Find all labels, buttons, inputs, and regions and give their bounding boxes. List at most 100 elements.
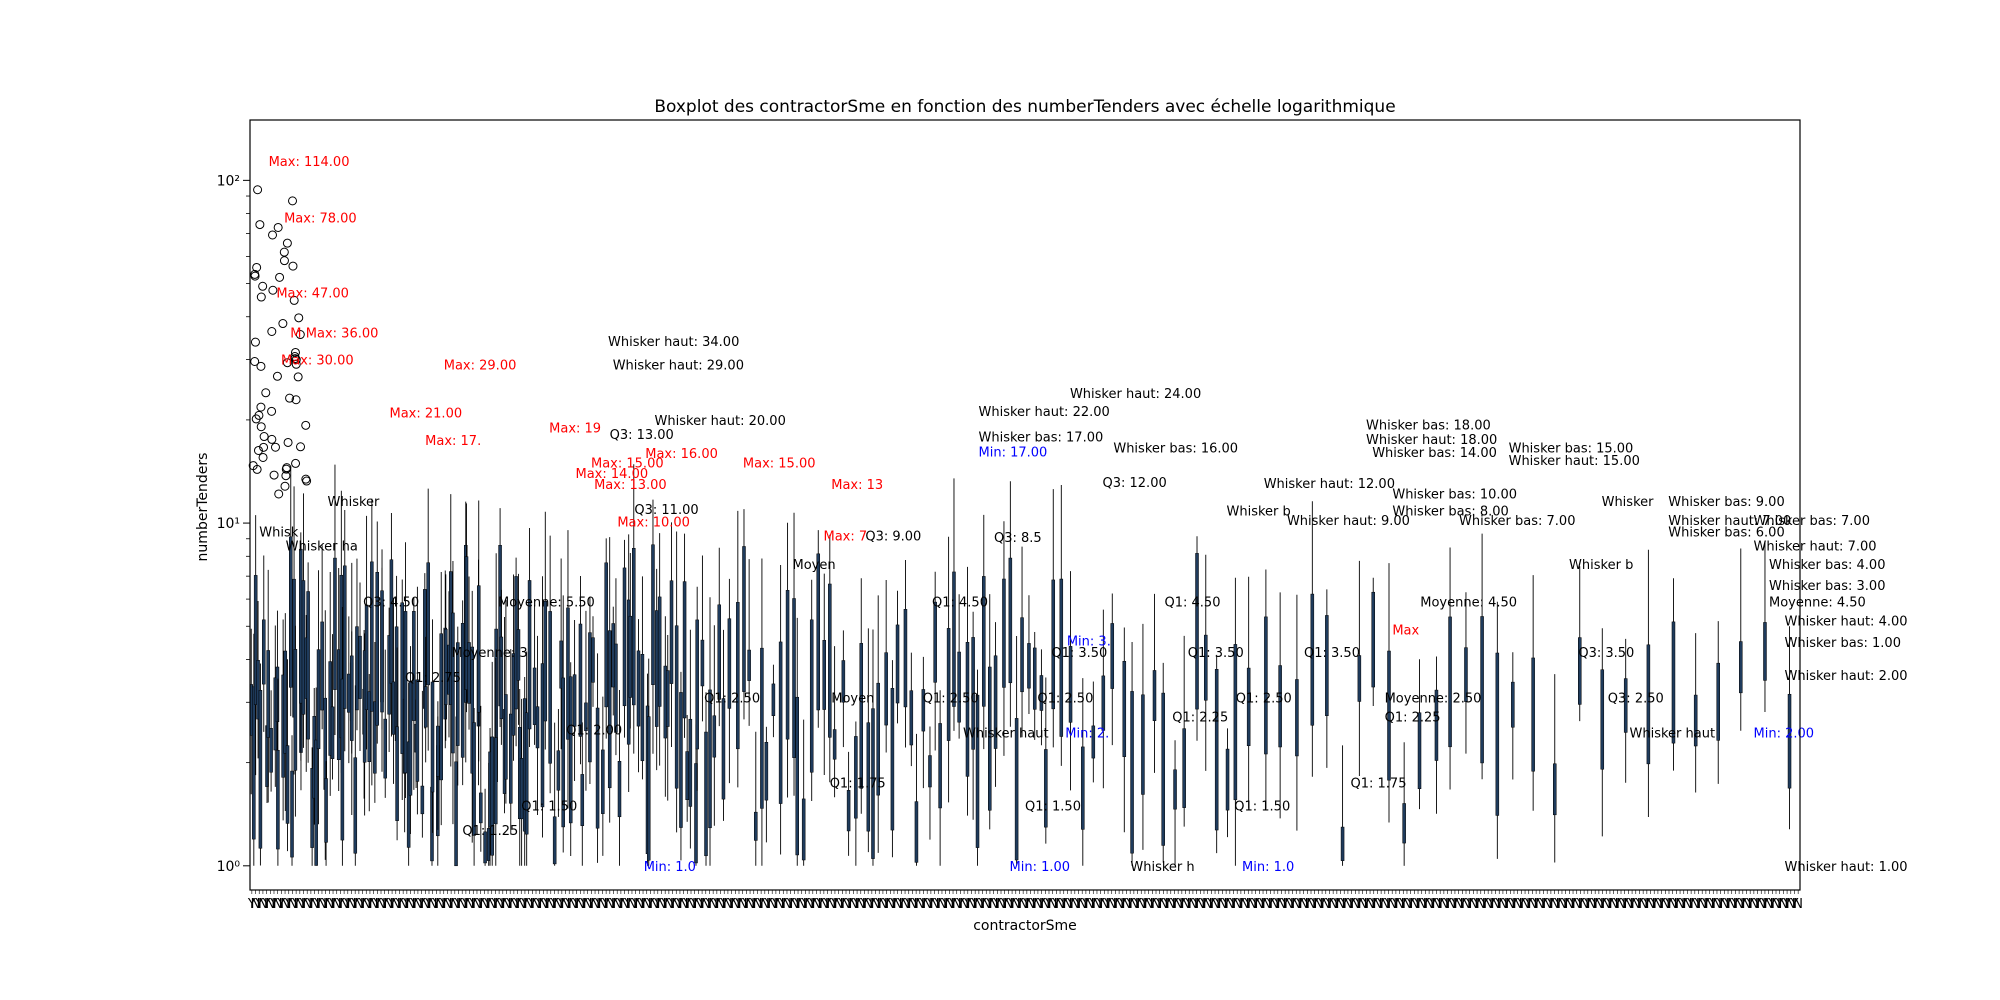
x-tick-label: Y [579,897,588,912]
box-body [535,706,540,749]
x-tick-label: N [1638,897,1648,912]
box-body [347,673,351,713]
annotation-label: Whisker haut: 29.00 [613,359,744,374]
annotation-label: Max: 21.00 [390,407,463,422]
box-body [1511,681,1515,728]
x-tick-label: Y [1184,897,1193,912]
x-tick-label: N [797,897,807,912]
x-tick-label: Y [586,897,595,912]
x-tick-label: Y [335,897,344,912]
annotation-label: Whisker haut: 1.00 [1785,860,1908,875]
x-tick-label: N [539,897,549,912]
annotation-label: Whisker haut: 2.00 [1785,669,1908,684]
x-tick-label: N [900,897,910,912]
annotation-label: Q3: 3.50 [1578,646,1634,661]
x-tick-label: Y [874,897,883,912]
x-tick-label: N [1579,897,1589,912]
box-body [1671,621,1676,744]
y-tick-label: 10⁰ [217,859,241,875]
x-tick-label: N [1085,897,1095,912]
x-tick-label: N [1675,897,1685,912]
x-tick-label: Y [247,897,256,912]
x-tick-label: N [1483,897,1493,912]
x-tick-label: N [1055,897,1065,912]
x-tick-label: Y [527,897,536,912]
x-tick-label: N [1705,897,1715,912]
x-tick-label: Y [1775,897,1784,912]
x-tick-label: Y [1657,897,1666,912]
x-tick-label: N [1646,897,1656,912]
box-body [1295,679,1299,757]
annotation-label: Q3: 2.50 [1608,691,1664,706]
x-tick-label: N [502,897,512,912]
outlier-point [254,410,264,420]
annotation-label: Q1: 2.50 [1037,691,1093,706]
x-tick-label: N [273,897,283,912]
annotation-label: Max: 10.00 [617,516,690,531]
x-tick-label: N [856,897,866,912]
box-body [607,630,612,789]
box-body [394,626,399,741]
x-tick-label: N [1513,897,1523,912]
box-body [479,792,483,824]
x-tick-label: Y [291,897,300,912]
x-tick-label: N [1395,897,1405,912]
box-body [578,623,583,737]
box-body [1204,634,1208,701]
box-body [391,681,396,735]
x-tick-label: Y [1229,897,1238,912]
annotation-label: Max: 7 [824,529,868,544]
box-body [841,660,846,703]
x-tick-label: N [723,897,733,912]
box-body [721,698,726,800]
box-body [1531,657,1535,772]
plot-content [248,185,1792,867]
x-tick-label: N [1793,897,1803,912]
x-tick-label: Y [1583,897,1592,912]
x-tick-label: N [1373,897,1383,912]
annotation-label: Q1: 4.50 [932,596,988,611]
x-tick-label: N [324,897,334,912]
x-tick-label: N [1697,897,1707,912]
x-tick-label: N [841,897,851,912]
box-body [617,760,622,818]
annotation-label: Moyenne: 2.50 [1385,691,1482,706]
x-tick-label: Y [970,897,979,912]
outlier-point [253,185,263,195]
outlier-point [294,313,304,323]
x-tick-label: Y [446,897,455,912]
annotation-label: Q1: 2.50 [1236,691,1292,706]
x-tick-label: Y [1694,897,1703,912]
annotation-label: Q1: 3.50 [1051,646,1107,661]
x-tick-label: N [1240,897,1250,912]
annotation-label: Whisker haut: 34.00 [608,335,739,350]
x-tick-label: N [1225,897,1235,912]
x-tick-label: Y [1221,897,1230,912]
x-tick-label: Y [963,897,972,912]
x-tick-label: Y [1354,897,1363,912]
box-body [454,761,458,867]
x-tick-label: Y [254,897,263,912]
x-tick-label: Y [926,897,935,912]
x-tick-label: N [1173,897,1183,912]
annotation-label: Whisk [259,526,298,541]
x-tick-label: Y [1428,897,1437,912]
box-body [552,816,557,865]
outlier-point [301,420,311,430]
box-body [795,696,799,856]
annotation-label: Q1: 2.75 [405,671,461,686]
x-tick-label: Y [1169,897,1178,912]
box-body [375,572,379,726]
annotations: Max: 114.00 Max: 78.00 Max: 47.00 M Max: 36.… [259,155,1907,875]
x-tick-label: Y [1096,897,1105,912]
x-tick-label: Y [557,897,566,912]
box-body [1448,616,1452,748]
box-body [982,576,986,707]
x-tick-label: N [708,897,718,912]
x-tick-label: N [1107,897,1117,912]
x-tick-label: Y [675,897,684,912]
box-body [353,757,358,854]
annotation-label: Moyenne: 4.50 [1769,596,1866,611]
box-body [909,690,914,746]
box-body [540,663,545,808]
